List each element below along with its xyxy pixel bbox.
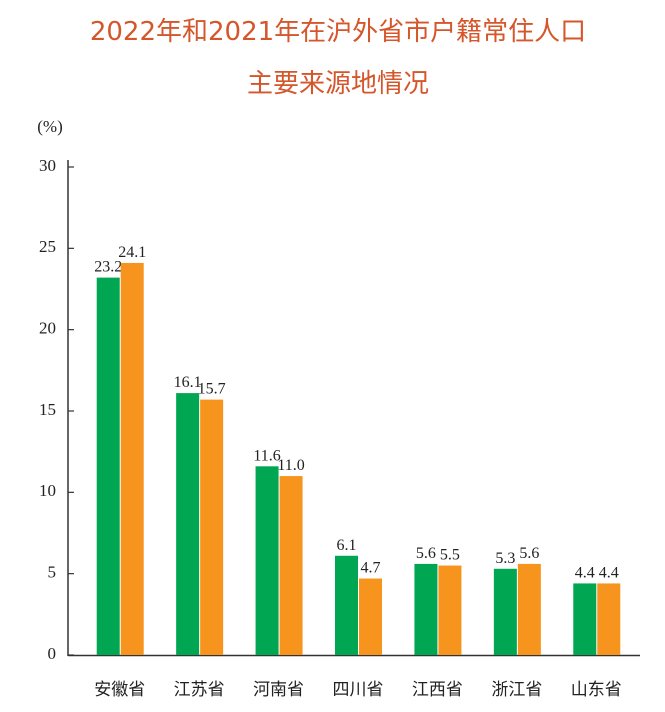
x-tick-label: 四川省	[333, 680, 384, 700]
bar	[597, 583, 621, 655]
value-label: 4.7	[361, 560, 381, 577]
x-tick-label: 江苏省	[174, 680, 225, 700]
value-label: 24.1	[118, 244, 146, 261]
bar	[200, 399, 224, 655]
value-label: 11.6	[253, 447, 280, 464]
bar	[414, 563, 438, 655]
y-tick-label: 0	[48, 644, 57, 663]
bar	[493, 568, 517, 655]
value-label: 5.6	[519, 545, 539, 562]
bar	[120, 262, 144, 655]
x-tick-label: 河南省	[253, 680, 304, 700]
value-label: 15.7	[198, 381, 226, 398]
bar	[438, 565, 462, 655]
y-tick-label: 10	[39, 481, 56, 500]
value-label: 16.1	[174, 374, 202, 391]
value-label: 5.3	[495, 550, 515, 567]
bar	[359, 578, 382, 655]
bar	[335, 555, 358, 655]
value-label: 11.0	[277, 457, 304, 474]
chart-title: 主要来源地情况	[247, 69, 429, 99]
bar	[573, 583, 597, 655]
y-tick-label: 20	[39, 319, 56, 338]
value-label: 23.2	[94, 259, 122, 276]
value-label: 4.4	[599, 564, 619, 581]
y-tick-label: 15	[39, 400, 56, 419]
x-tick-label: 安徽省	[94, 680, 145, 700]
bar	[176, 393, 200, 655]
bar	[96, 277, 120, 655]
y-tick-label: 25	[39, 237, 56, 256]
y-tick-label: 30	[39, 156, 56, 175]
bar	[255, 466, 279, 655]
chart-title: 2022年和2021年在沪外省市户籍常住人口	[90, 17, 586, 47]
y-axis-label: (%)	[37, 117, 62, 136]
x-tick-label: 江西省	[412, 680, 463, 700]
value-label: 4.4	[575, 564, 595, 581]
bar	[517, 563, 541, 655]
x-tick-label: 浙江省	[491, 680, 542, 700]
bar	[279, 476, 303, 655]
value-label: 6.1	[337, 537, 357, 554]
value-label: 5.5	[440, 547, 460, 564]
y-tick-label: 5	[48, 563, 57, 582]
value-label: 5.6	[416, 545, 436, 562]
x-tick-label: 山东省	[571, 680, 622, 700]
